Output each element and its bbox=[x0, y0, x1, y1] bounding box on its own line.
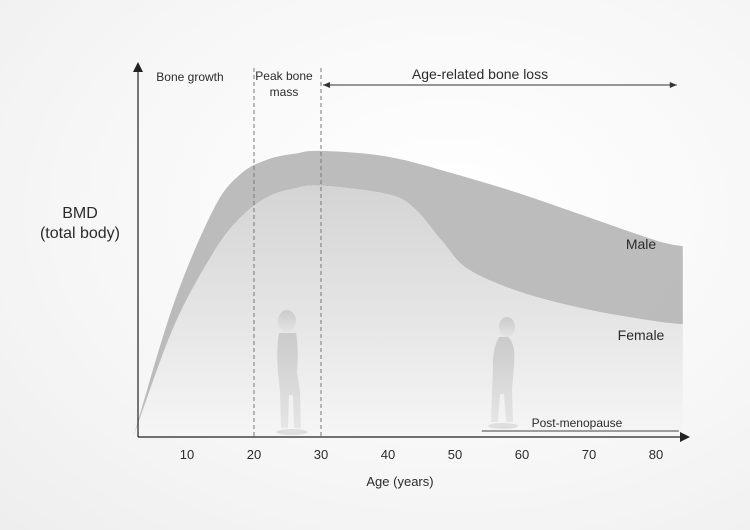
x-tick-20: 20 bbox=[247, 447, 261, 462]
bone-loss-arrowhead-right bbox=[669, 82, 677, 88]
age-markers bbox=[253, 68, 322, 437]
bone-loss-arrowhead-left bbox=[323, 82, 330, 88]
age-related-bone-loss-arrow bbox=[323, 82, 677, 88]
post-menopause-label: Post-menopause bbox=[532, 416, 623, 430]
y-axis-arrow bbox=[133, 62, 143, 72]
age-related-bone-loss-label: Age-related bone loss bbox=[412, 66, 548, 82]
young-person-figure bbox=[276, 310, 308, 435]
female-series-label: Female bbox=[618, 327, 665, 343]
x-tick-80: 80 bbox=[649, 447, 663, 462]
x-axis-label: Age (years) bbox=[366, 474, 433, 489]
male-series-label: Male bbox=[626, 236, 657, 252]
x-axis-arrow bbox=[680, 432, 690, 442]
x-tick-40: 40 bbox=[381, 447, 395, 462]
axes bbox=[133, 62, 690, 442]
y-axis-label-line2: (total body) bbox=[40, 225, 120, 242]
male-series-band bbox=[133, 150, 683, 438]
x-tick-60: 60 bbox=[515, 447, 529, 462]
bone-growth-label: Bone growth bbox=[156, 70, 223, 84]
x-tick-50: 50 bbox=[448, 447, 462, 462]
older-person-figure bbox=[488, 317, 518, 429]
x-tick-30: 30 bbox=[314, 447, 328, 462]
peak-bone-mass-label-line1: Peak bone bbox=[255, 69, 313, 83]
x-tick-70: 70 bbox=[582, 447, 596, 462]
female-series-area bbox=[133, 185, 683, 437]
peak-bone-mass-label-line2: mass bbox=[270, 85, 299, 99]
x-tick-labels: 10 20 30 40 50 60 70 80 bbox=[180, 447, 663, 462]
y-axis-label-line1: BMD bbox=[62, 205, 98, 222]
x-tick-10: 10 bbox=[180, 447, 194, 462]
